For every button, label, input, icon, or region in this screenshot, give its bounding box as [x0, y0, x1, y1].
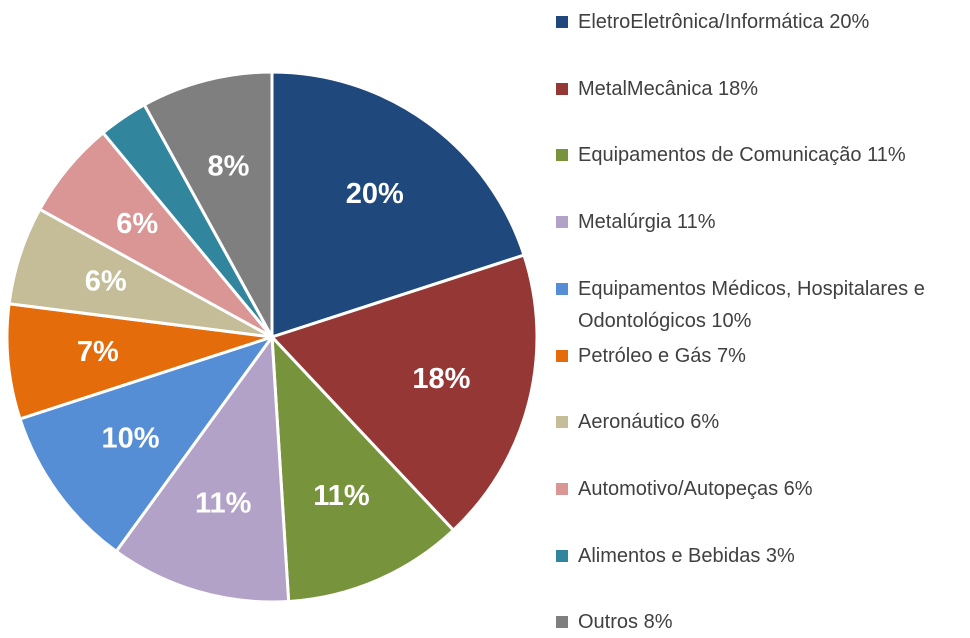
- legend-swatch: [556, 549, 568, 562]
- slice-label: 11%: [313, 480, 370, 512]
- pie-slice: [270, 70, 526, 340]
- legend-swatch: [556, 216, 568, 229]
- legend-item: Equipamentos Médicos, Hospitalares e Odo…: [556, 273, 970, 337]
- slice-label: 7%: [77, 336, 119, 368]
- legend-item: Alimentos e Bebidas 3%: [556, 540, 970, 572]
- legend-swatch: [556, 482, 568, 495]
- legend-swatch: [556, 616, 568, 629]
- pie-slice: [142, 70, 274, 338]
- legend-label: Equipamentos Médicos, Hospitalares e Odo…: [578, 277, 925, 332]
- legend-label: MetalMecânica 18%: [578, 77, 759, 100]
- legend-item: Outros 8%: [556, 606, 970, 638]
- legend-item: Metalúrgia 11%: [556, 206, 970, 238]
- legend-swatch: [556, 282, 568, 295]
- legend-swatch: [556, 16, 568, 28]
- legend-swatch: [556, 82, 568, 95]
- slice-label: 11%: [195, 488, 252, 520]
- legend-item: Equipamentos de Comunicação 11%: [556, 139, 970, 171]
- pie-slice: [270, 332, 456, 604]
- legend-label: EletroEletrônica/Informática 20%: [578, 11, 870, 33]
- legend-item: Automotivo/Autopeças 6%: [556, 473, 970, 505]
- legend-item: Aeronáutico 6%: [556, 406, 970, 438]
- pie-slice: [269, 253, 539, 533]
- legend-label: Automotivo/Autopeças 6%: [578, 477, 813, 500]
- legend-label: Equipamentos de Comunicação 11%: [578, 144, 906, 167]
- legend-swatch: [556, 149, 568, 162]
- legend-label: Metalúrgia 11%: [578, 211, 716, 234]
- legend-label: Petróleo e Gás 7%: [578, 344, 746, 367]
- slice-label: 20%: [346, 178, 404, 210]
- legend-label: Outros 8%: [578, 611, 673, 634]
- legend-item: Petróleo e Gás 7%: [556, 340, 970, 372]
- legend-swatch: [556, 349, 568, 362]
- slice-label: 18%: [412, 363, 470, 395]
- slice-label: 10%: [101, 422, 159, 454]
- legend-label: Alimentos e Bebidas 3%: [578, 544, 795, 567]
- chart: 20% 18% 11% 11% 10% 7% 6% 6% 8%: [5, 70, 539, 604]
- legend-item: MetalMecânica 18%: [556, 73, 970, 105]
- pie-slice: [114, 332, 291, 604]
- slice-label: 6%: [116, 208, 158, 240]
- legend-label: Aeronáutico 6%: [578, 411, 720, 434]
- slice-label: 6%: [85, 266, 127, 298]
- legend-swatch: [556, 416, 568, 429]
- pie-slice: [18, 334, 276, 554]
- legend-item: EletroEletrônica/Informática 20%: [556, 6, 970, 38]
- slice-label: 8%: [208, 150, 250, 182]
- pie-slice: [5, 302, 273, 421]
